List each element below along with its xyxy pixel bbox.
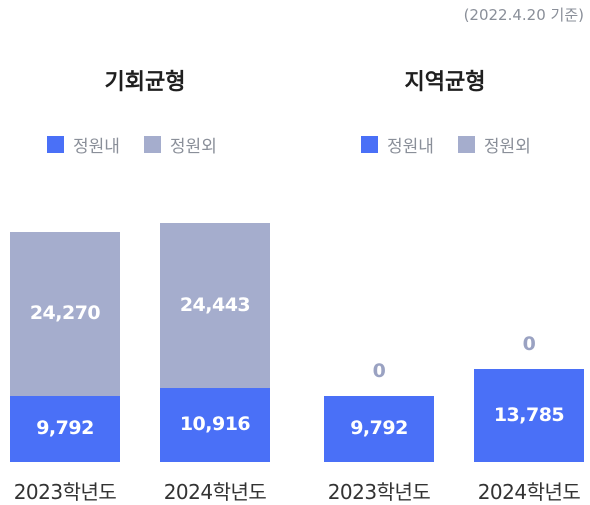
legend-swatch-inside <box>47 136 64 153</box>
legend-swatch-inside <box>361 136 378 153</box>
data-label-inside: 10,916 <box>179 413 251 435</box>
legend-label-inside: 정원내 <box>73 137 120 157</box>
x-tick-label: 2024학년도 <box>477 480 581 504</box>
legend-swatch-outside <box>143 136 161 153</box>
legend-swatch-outside <box>457 136 475 153</box>
legend-label-outside: 정원외 <box>483 137 531 157</box>
data-label-outside: 24,443 <box>179 293 251 316</box>
data-label-inside: 9,792 <box>36 417 94 439</box>
bar-inside <box>474 369 584 462</box>
bar-inside <box>160 388 270 462</box>
legend-label-outside: 정원외 <box>169 137 217 157</box>
data-label-inside: 13,785 <box>493 403 565 426</box>
reference-date-note: (2022.4.20 기준) <box>463 6 584 24</box>
data-label-zero: 0 <box>372 360 386 382</box>
legend-opportunity: 정원내 정원외 <box>47 132 241 157</box>
data-label-inside: 9,792 <box>350 417 408 439</box>
bar-outside <box>160 223 270 388</box>
bar-outside <box>10 232 120 396</box>
x-tick-label: 2023학년도 <box>327 480 431 504</box>
data-label-outside: 24,270 <box>29 302 101 324</box>
legend-regional: 정원내 정원외 <box>361 132 555 157</box>
bar-inside <box>10 396 120 462</box>
chart-title-regional: 지역균형 <box>404 70 486 95</box>
bar-inside <box>324 396 434 462</box>
x-tick-label: 2024학년도 <box>163 480 267 504</box>
data-label-zero: 0 <box>522 333 536 355</box>
legend-label-inside: 정원내 <box>387 137 434 157</box>
chart-title-opportunity: 기회균형 <box>104 70 186 95</box>
x-tick-label: 2023학년도 <box>13 480 117 504</box>
